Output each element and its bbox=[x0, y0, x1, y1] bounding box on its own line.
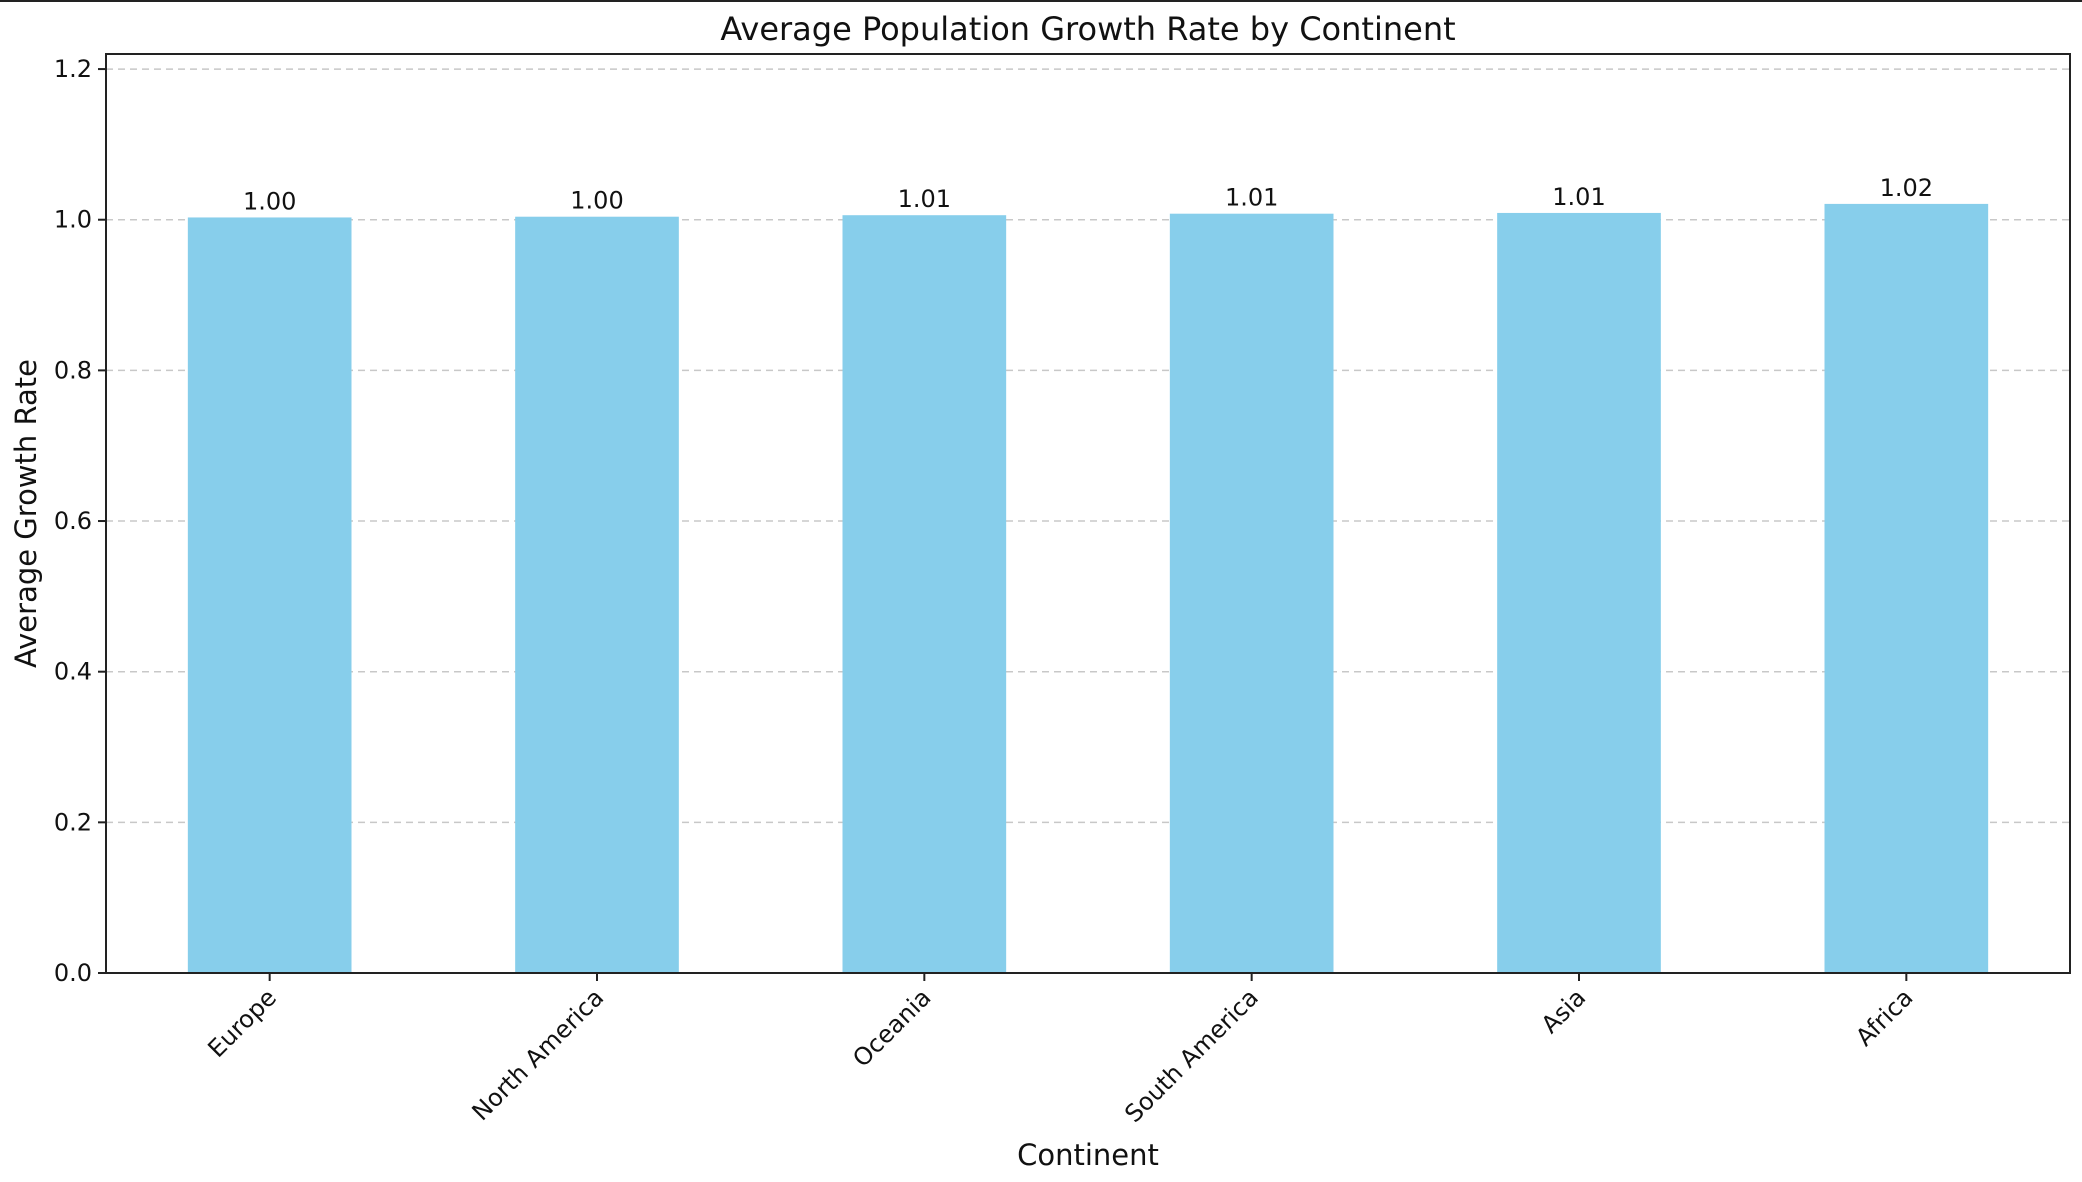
y-tick-label: 1.2 bbox=[54, 55, 92, 83]
bar bbox=[187, 217, 352, 973]
y-tick-label: 1.0 bbox=[54, 206, 92, 234]
y-tick-label: 0.6 bbox=[54, 507, 92, 535]
x-tick-label: North America bbox=[467, 983, 610, 1126]
bar-value-label: 1.00 bbox=[570, 187, 623, 215]
tick-layer bbox=[98, 68, 1908, 981]
grid-layer bbox=[106, 68, 2070, 824]
y-tick-label: 0.2 bbox=[54, 808, 92, 836]
x-tick-label: Oceania bbox=[847, 983, 936, 1072]
bar-value-label: 1.02 bbox=[1880, 174, 1933, 202]
bar bbox=[1824, 203, 1989, 973]
x-tick-label: Asia bbox=[1536, 983, 1591, 1038]
bar bbox=[842, 215, 1007, 973]
bar-value-label: 1.01 bbox=[1552, 183, 1605, 211]
bar-value-label: 1.00 bbox=[243, 187, 296, 215]
bar-value-label: 1.01 bbox=[1225, 184, 1278, 212]
x-tick-label: South America bbox=[1119, 983, 1264, 1128]
y-tick-label: 0.8 bbox=[54, 356, 92, 384]
plot-frame bbox=[105, 53, 2071, 974]
bar bbox=[515, 216, 679, 973]
y-tick-label: 0.4 bbox=[54, 658, 92, 686]
bar bbox=[1497, 212, 1661, 974]
x-tick-label: Europe bbox=[202, 983, 281, 1062]
x-axis-label: Continent bbox=[1017, 1138, 1159, 1172]
chart-title: Average Population Growth Rate by Contin… bbox=[720, 10, 1455, 48]
y-tick-label: 0.0 bbox=[54, 959, 92, 987]
bar-layer bbox=[187, 203, 1989, 974]
x-tick-label: Africa bbox=[1850, 983, 1918, 1051]
y-axis-label: Average Growth Rate bbox=[9, 359, 43, 668]
bar bbox=[1169, 213, 1334, 974]
bar-value-label: 1.01 bbox=[898, 185, 951, 213]
